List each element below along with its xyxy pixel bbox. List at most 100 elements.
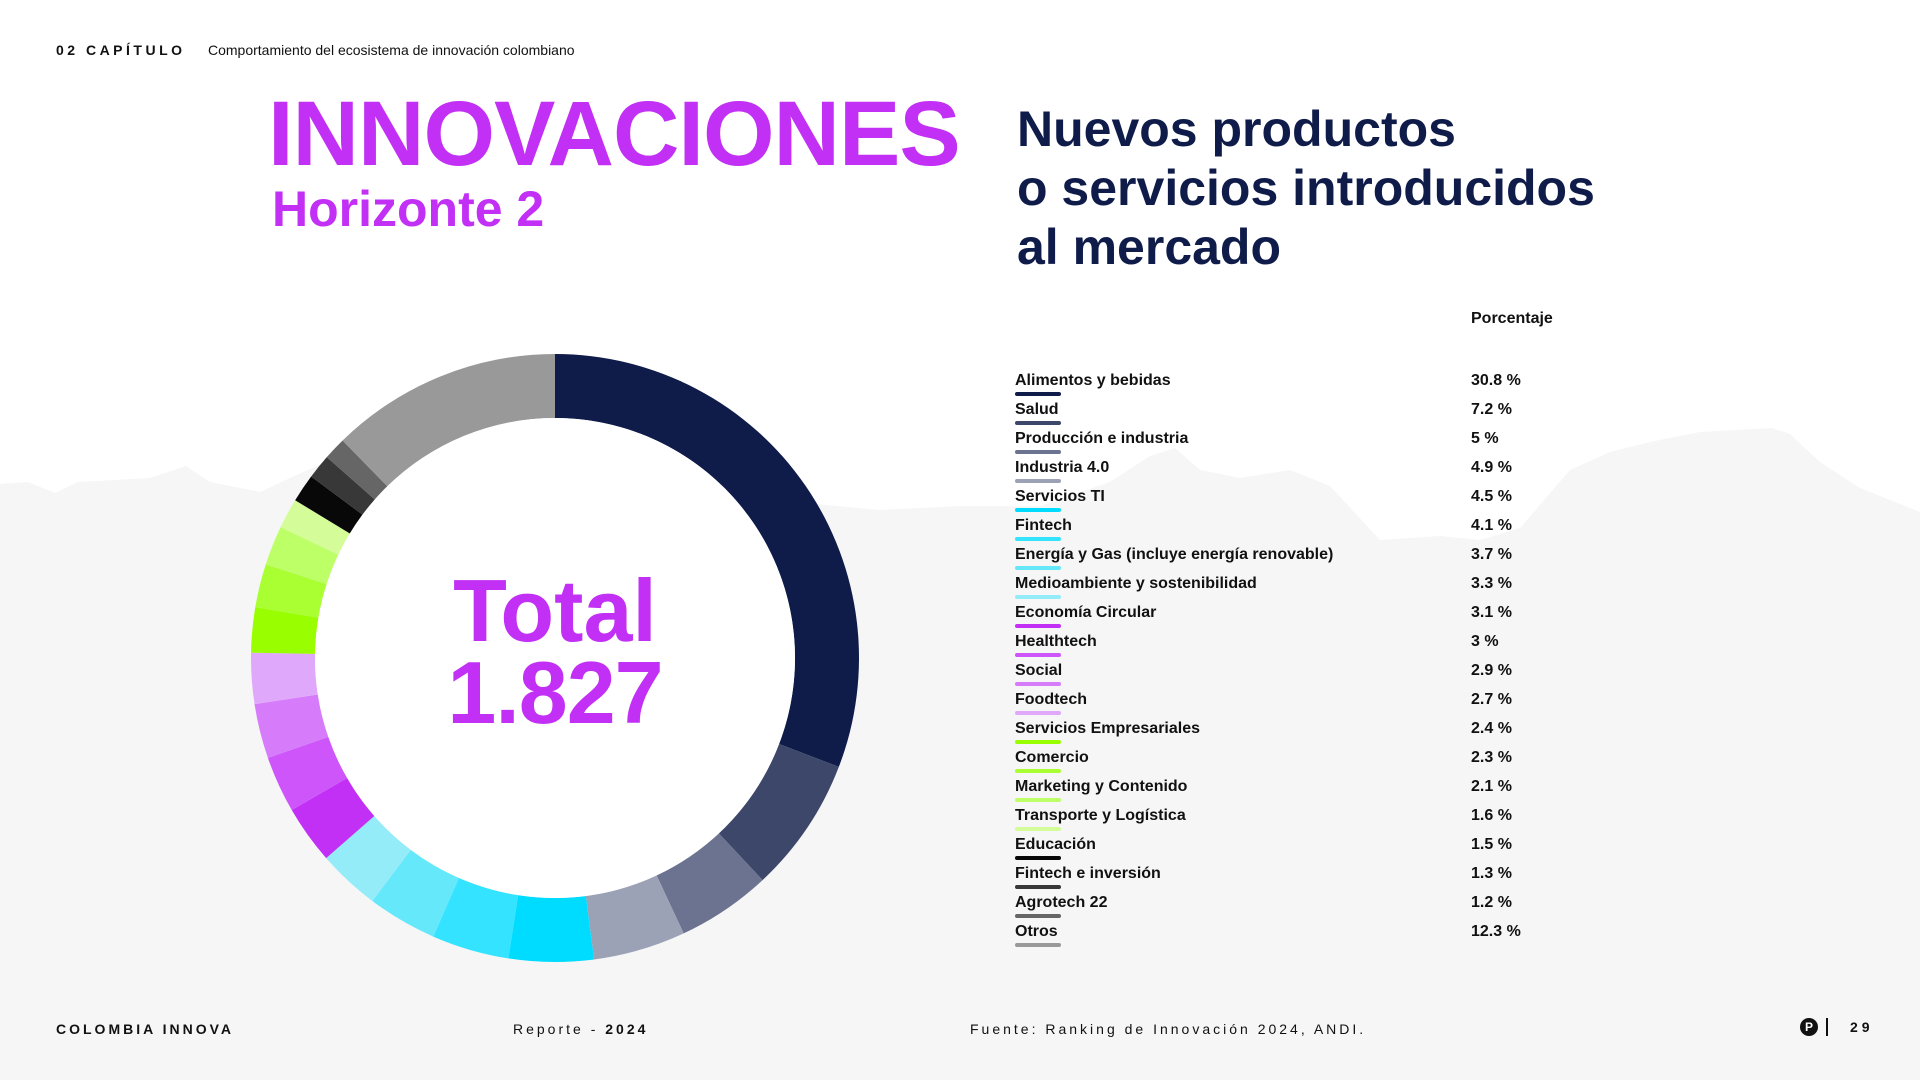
legend-label: Agrotech 22 (1015, 894, 1108, 911)
total-value: 1.827 (447, 643, 663, 742)
chart-title-line: o servicios introducidos (1017, 160, 1595, 216)
donut-slice (555, 354, 859, 767)
donut-slice (585, 875, 684, 960)
legend-value: 30.8 % (1471, 372, 1521, 389)
chart-title: Nuevos productos o servicios introducido… (1017, 100, 1595, 277)
legend-label: Healthtech (1015, 633, 1097, 650)
legend-label: Energía y Gas (incluye energía renovable… (1015, 546, 1334, 563)
legend-swatch (1015, 624, 1061, 628)
donut-slice (372, 849, 459, 937)
legend-swatch (1015, 682, 1061, 686)
legend-swatch (1015, 943, 1061, 947)
legend-swatch (1015, 914, 1061, 918)
donut-slice (291, 778, 375, 859)
legend-swatch (1015, 595, 1061, 599)
legend-swatch (1015, 798, 1061, 802)
legend-value: 3 % (1471, 633, 1499, 650)
legend-swatch (1015, 827, 1061, 831)
page-indicator: P 29 (1800, 1018, 1874, 1036)
legend-swatch (1015, 421, 1061, 425)
legend-swatch (1015, 740, 1061, 744)
page-subtitle: Horizonte 2 (272, 181, 545, 237)
legend-item: Medioambiente y sostenibilidad 3.3 % (1015, 573, 1575, 602)
legend-label: Educación (1015, 836, 1096, 853)
legend-swatch (1015, 450, 1061, 454)
legend-label: Transporte y Logística (1015, 807, 1186, 824)
legend-value: 5 % (1471, 430, 1499, 447)
legend-item: Marketing y Contenido 2.1 % (1015, 776, 1575, 805)
chapter-label: 02 CAPÍTULO (56, 42, 186, 58)
legend-value: 2.9 % (1471, 662, 1512, 679)
legend-value: 3.1 % (1471, 604, 1512, 621)
legend-value: 1.5 % (1471, 836, 1512, 853)
donut-slice (326, 440, 388, 500)
legend-label: Economía Circular (1015, 604, 1157, 621)
donut-slice (254, 694, 329, 758)
donut-slice (251, 607, 319, 654)
legend-label: Alimentos y bebidas (1015, 372, 1171, 389)
donut-slice (280, 500, 350, 555)
legend-label: Medioambiente y sostenibilidad (1015, 575, 1257, 592)
legend-value: 3.7 % (1471, 546, 1512, 563)
donut-slice (295, 476, 363, 534)
legend-item: Comercio 2.3 % (1015, 747, 1575, 776)
chapter-subtitle: Comportamiento del ecosistema de innovac… (208, 42, 575, 58)
donut-slice (311, 457, 375, 515)
page-number: 29 (1850, 1019, 1874, 1035)
donut-slice (433, 877, 519, 959)
chart-title-line: Nuevos productos (1017, 101, 1456, 157)
legend-label: Otros (1015, 923, 1058, 940)
legend-item: Fintech 4.1 % (1015, 515, 1575, 544)
legend-label: Producción e industria (1015, 430, 1189, 447)
legend-label: Fintech e inversión (1015, 865, 1161, 882)
donut-slice (267, 736, 348, 810)
legend-swatch (1015, 856, 1061, 860)
legend-label: Industria 4.0 (1015, 459, 1110, 476)
footer-report-label: Reporte - (513, 1021, 606, 1037)
donut-slice (342, 354, 555, 487)
footer-report: Reporte - 2024 (513, 1021, 648, 1037)
legend-item: Servicios TI 4.5 % (1015, 486, 1575, 515)
legend-item: Foodtech 2.7 % (1015, 689, 1575, 718)
legend-item: Producción e industria 5 % (1015, 428, 1575, 457)
legend-label: Salud (1015, 401, 1059, 418)
divider (1826, 1018, 1828, 1036)
legend-label: Marketing y Contenido (1015, 778, 1188, 795)
legend-swatch (1015, 711, 1061, 715)
legend-value: 1.3 % (1471, 865, 1512, 882)
legend-label: Servicios TI (1015, 488, 1105, 505)
chart-legend: Alimentos y bebidas 30.8 % Salud 7.2 % Produ… (1015, 370, 1575, 950)
legend-value: 4.1 % (1471, 517, 1512, 534)
percentage-column-header: Porcentaje (1471, 310, 1553, 327)
legend-swatch (1015, 885, 1061, 889)
legend-item: Healthtech 3 % (1015, 631, 1575, 660)
legend-item: Energía y Gas (incluye energía renovable… (1015, 544, 1575, 573)
legend-label: Fintech (1015, 517, 1072, 534)
legend-value: 7.2 % (1471, 401, 1512, 418)
legend-label: Servicios Empresariales (1015, 720, 1201, 737)
donut-hole (315, 418, 795, 898)
legend-swatch (1015, 653, 1061, 657)
legend-swatch (1015, 508, 1061, 512)
legend-item: Economía Circular 3.1 % (1015, 602, 1575, 631)
donut-slice (326, 815, 411, 901)
legend-swatch (1015, 566, 1061, 570)
brand-logo-icon: P (1800, 1018, 1818, 1036)
donut-slice (508, 895, 595, 963)
legend-item: Transporte y Logística 1.6 % (1015, 805, 1575, 834)
footer-brand: COLOMBIA INNOVA (56, 1021, 234, 1037)
legend-label: Foodtech (1015, 691, 1087, 708)
legend-item: Servicios Empresariales 2.4 % (1015, 718, 1575, 747)
donut-slice (251, 652, 318, 705)
page-title: INNOVACIONES (268, 83, 961, 185)
legend-value: 4.9 % (1471, 459, 1512, 476)
donut-slice (265, 527, 339, 585)
legend-value: 12.3 % (1471, 923, 1521, 940)
legend-swatch (1015, 769, 1061, 773)
legend-label: Social (1015, 662, 1063, 679)
donut-slice (255, 564, 327, 618)
legend-item: Industria 4.0 4.9 % (1015, 457, 1575, 486)
footer-report-year: 2024 (605, 1021, 649, 1037)
legend-item: Educación 1.5 % (1015, 834, 1575, 863)
legend-value: 4.5 % (1471, 488, 1512, 505)
